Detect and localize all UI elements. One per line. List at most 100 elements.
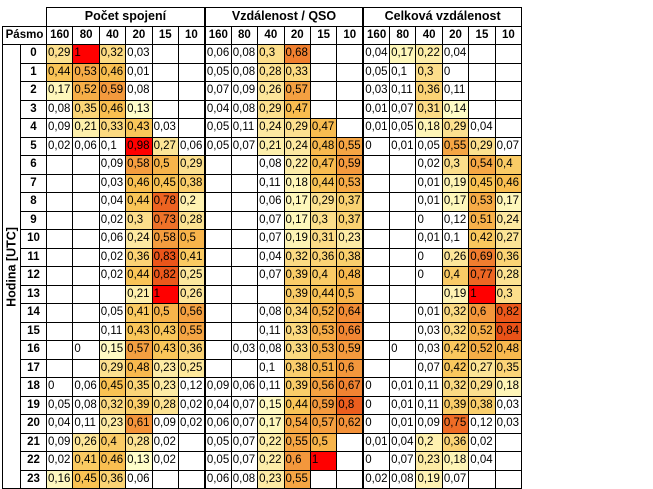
heatmap-cell: 0,33	[98, 118, 127, 138]
heatmap-cell	[230, 192, 259, 212]
heatmap-cell	[468, 44, 496, 64]
hour-label: 19	[20, 395, 47, 415]
heatmap-cell: 0,02	[98, 266, 127, 286]
heatmap-cell	[203, 266, 232, 286]
heatmap-cell	[45, 303, 74, 323]
heatmap-cell: 0,59	[336, 155, 364, 175]
heatmap-cell: 0,15	[257, 395, 285, 415]
heatmap-cell: 0,83	[151, 247, 179, 267]
heatmap-cell: 0,4	[98, 432, 127, 452]
heatmap-cell: 0,44	[309, 284, 338, 304]
table-row: 3 0,08 0,35 0,46 0,13 0,04 0,08 0,29 0,47 0,01 0,0…	[3, 99, 523, 119]
heatmap-cell: 0,07	[494, 136, 523, 156]
heatmap-cell	[45, 173, 74, 193]
heatmap-cell: 0,25	[177, 266, 206, 286]
heatmap-cell: 0,36	[309, 247, 338, 267]
heatmap-table: Počet spojení Vzdálenost / QSO Celková vzd…	[2, 7, 523, 489]
hour-label: 5	[20, 136, 47, 156]
heatmap-cell	[362, 358, 391, 378]
heatmap-cell	[203, 155, 232, 175]
heatmap-cell	[45, 340, 74, 360]
heatmap-cell: 0,1	[441, 229, 470, 249]
heatmap-cell: 0,04	[468, 451, 496, 471]
heatmap-cell	[389, 284, 417, 304]
heatmap-cell: 0,02	[98, 247, 127, 267]
heatmap-cell: 0,04	[257, 247, 285, 267]
heatmap-cell: 0,02	[98, 210, 127, 230]
heatmap-cell	[309, 99, 338, 119]
heatmap-cell	[309, 62, 338, 82]
heatmap-cell	[203, 210, 232, 230]
heatmap-cell: 0,48	[494, 340, 523, 360]
table-row: 16 0 0,15 0,57 0,43 0,36 0,03 0,08 0,33 0,53 0,59 0…	[3, 340, 523, 360]
heatmap-cell: 0,01	[389, 395, 417, 415]
heatmap-cell: 0,01	[389, 377, 417, 397]
hour-label: 17	[20, 358, 47, 378]
heatmap-cell: 0,19	[415, 469, 443, 489]
hour-label: 7	[20, 173, 47, 193]
heatmap-cell	[362, 173, 391, 193]
heatmap-cell: 0,28	[257, 62, 285, 82]
band-label: 15	[468, 25, 496, 45]
band-label: 160	[203, 25, 232, 45]
hour-label: 2	[20, 81, 47, 101]
heatmap-cell: 0,4	[494, 155, 523, 175]
heatmap-cell: 0,17	[283, 210, 311, 230]
heatmap-cell: 0,82	[494, 303, 523, 323]
heatmap-cell	[45, 284, 74, 304]
heatmap-cell	[494, 469, 523, 489]
heatmap-cell: 0,57	[283, 81, 311, 101]
heatmap-cell: 0,5	[309, 432, 338, 452]
table-row: 12 0,02 0,44 0,82 0,25 0,07 0,39 0,4 0,48 0 0,4 0,7…	[3, 266, 523, 286]
heatmap-cell: 0,17	[257, 414, 285, 434]
heatmap-cell: 0,33	[283, 321, 311, 341]
heatmap-cell: 0,03	[494, 414, 523, 434]
heatmap-cell: 0	[362, 451, 391, 471]
heatmap-cell: 0,06	[72, 377, 100, 397]
heatmap-cell: 0,03	[98, 173, 127, 193]
heatmap-cell: 0,04	[389, 432, 417, 452]
heatmap-cell: 0,32	[98, 44, 127, 64]
heatmap-cell: 0,33	[283, 340, 311, 360]
heatmap-cell: 0,01	[389, 414, 417, 434]
heatmap-cell: 0,42	[441, 340, 470, 360]
heatmap-cell: 0,44	[125, 192, 153, 212]
heatmap-cell: 0,01	[415, 303, 443, 323]
hour-label: 18	[20, 377, 47, 397]
heatmap-cell: 0,1	[98, 136, 127, 156]
heatmap-cell: 0,06	[98, 229, 127, 249]
heatmap-cell: 0,07	[257, 266, 285, 286]
heatmap-cell	[389, 192, 417, 212]
heatmap-cell	[72, 266, 100, 286]
heatmap-cell: 0,28	[494, 266, 523, 286]
heatmap-cell: 0,23	[415, 451, 443, 471]
heatmap-cell: 0,24	[257, 118, 285, 138]
heatmap-cell	[45, 321, 74, 341]
heatmap-cell	[151, 99, 179, 119]
heatmap-cell	[72, 229, 100, 249]
heatmap-cell: 0,39	[283, 284, 311, 304]
hour-label: 3	[20, 99, 47, 119]
heatmap-cell: 0,5	[151, 303, 179, 323]
heatmap-cell: 0,19	[283, 229, 311, 249]
heatmap-cell: 0,36	[441, 432, 470, 452]
heatmap-cell: 0,08	[45, 99, 74, 119]
table-row: 15 0,11 0,43 0,43 0,55 0,11 0,33 0,53 0,66 0,03 0,…	[3, 321, 523, 341]
heatmap-cell: 0,55	[441, 136, 470, 156]
heatmap-cell: 0,35	[494, 358, 523, 378]
heatmap-cell	[203, 229, 232, 249]
table-row: 19 0,05 0,08 0,32 0,39 0,28 0,02 0,04 0,07 0,15 0,…	[3, 395, 523, 415]
heatmap-cell	[177, 81, 206, 101]
heatmap-cell	[72, 155, 100, 175]
heatmap-cell: 0,02	[45, 451, 74, 471]
heatmap-cell	[203, 247, 232, 267]
heatmap-cell: 1	[309, 451, 338, 471]
heatmap-cell: 0,35	[125, 377, 153, 397]
heatmap-cell	[494, 44, 523, 64]
hour-label: 22	[20, 451, 47, 471]
table-row: 13 0,21 1 0,26 0,39 0,44 0,5 0,19 1 0,3	[3, 284, 523, 304]
heatmap-cell: 0,16	[45, 469, 74, 489]
hour-label: 11	[20, 247, 47, 267]
heatmap-cell	[336, 469, 364, 489]
heatmap-cell	[309, 469, 338, 489]
